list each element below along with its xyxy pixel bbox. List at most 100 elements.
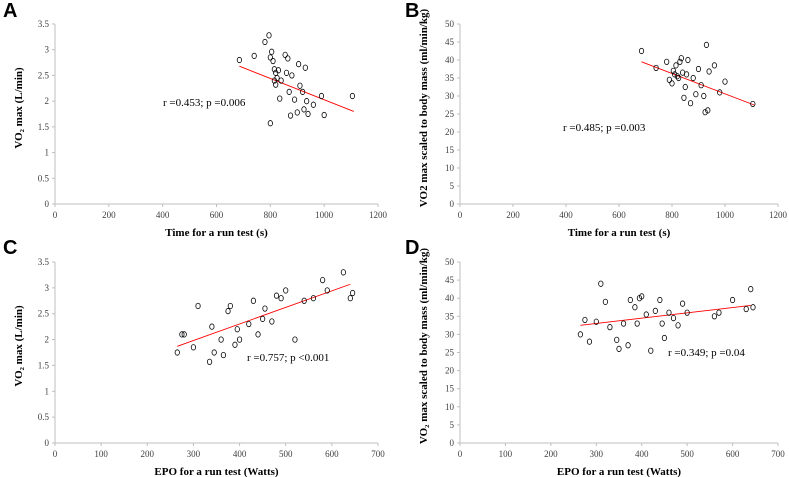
y-tick-label: 0.5 <box>38 173 50 183</box>
data-point <box>275 67 282 74</box>
data-point <box>682 83 688 91</box>
data-point <box>577 331 583 338</box>
y-tick-label: 20 <box>445 366 455 376</box>
y-tick-label: 2 <box>45 335 50 345</box>
data-point <box>282 51 288 58</box>
y-tick-label: 1.5 <box>38 360 50 370</box>
y-tick-label: 3.5 <box>38 19 50 29</box>
y-tick-label: 35 <box>445 73 455 83</box>
data-point <box>291 96 298 103</box>
data-point <box>310 101 316 108</box>
data-point <box>666 309 672 316</box>
data-point <box>225 308 231 315</box>
data-point <box>625 342 631 349</box>
x-tick-label: 500 <box>680 449 694 459</box>
data-point <box>586 338 593 345</box>
x-tick-label: 400 <box>156 210 170 220</box>
correlation-annotation: r =0.485; p =0.003 <box>563 122 646 134</box>
data-point <box>666 76 672 83</box>
y-tick-label: 5 <box>450 181 455 191</box>
x-tick-label: 200 <box>544 449 558 459</box>
data-point <box>289 72 295 79</box>
x-axis-label: Time for a run test (s) <box>165 227 268 239</box>
y-tick-label: 35 <box>445 311 455 321</box>
data-point <box>717 89 723 96</box>
panel-a: A 0 0.5 1 1.5 2 2.5 3 3.5 0 200 400 600 800 1000 1200 Ti… <box>3 0 388 239</box>
y-tick-label: 15 <box>445 384 455 394</box>
data-point <box>294 109 300 116</box>
y-tick-label: 10 <box>445 163 455 173</box>
data-point <box>273 81 279 88</box>
y-tick-label: 2 <box>45 96 50 106</box>
x-tick-label: 400 <box>559 210 573 220</box>
data-point <box>669 80 675 87</box>
x-axis-label: EPO for a run test (Watts) <box>154 466 278 477</box>
y-tick-label: 0 <box>450 199 455 209</box>
y-tick-label: 50 <box>445 257 455 267</box>
x-tick-label: 700 <box>371 449 385 459</box>
data-point <box>652 307 658 314</box>
data-point <box>227 302 233 310</box>
x-tick-label: 800 <box>665 210 679 220</box>
data-point <box>716 309 722 316</box>
data-point <box>190 344 197 351</box>
data-point <box>292 336 298 343</box>
data-point <box>675 322 681 329</box>
data-point <box>670 315 677 322</box>
data-point <box>209 323 215 330</box>
x-tick-label: 600 <box>210 210 224 220</box>
data-point <box>206 358 213 365</box>
data-point <box>269 318 275 325</box>
y-tick-label: 0 <box>450 438 455 448</box>
data-point <box>681 94 687 101</box>
x-tick-label: 1000 <box>315 210 334 220</box>
data-point <box>255 331 261 338</box>
data-point <box>262 38 268 46</box>
data-point <box>693 91 699 98</box>
data-point <box>706 68 712 75</box>
data-point <box>678 55 684 62</box>
data-point <box>266 32 272 39</box>
panel-b: B 0 5 10 15 20 25 30 35 40 45 50 0 200 400 600 800 1000 12… <box>405 0 788 239</box>
panel-c: C 0 0.5 1 1.5 2 2.5 3 3.5 0 100 200 300 400 500 600 700 E… <box>3 237 385 477</box>
y-tick-label: 1.5 <box>38 122 50 132</box>
data-point <box>659 320 665 327</box>
x-tick-label: 200 <box>506 210 520 220</box>
data-point <box>277 95 283 102</box>
data-point <box>250 297 257 304</box>
data-point <box>729 296 736 304</box>
data-point <box>310 295 316 302</box>
y-tick-label: 40 <box>445 55 455 65</box>
data-point <box>270 57 276 65</box>
data-point <box>607 324 613 331</box>
y-tick-label: 10 <box>445 402 455 412</box>
correlation-annotation: r =0.453; p =0.006 <box>163 97 246 109</box>
data-point <box>677 58 683 65</box>
data-point <box>620 320 627 327</box>
data-point <box>218 336 224 343</box>
correlation-annotation: r =0.349; p =0.04 <box>668 347 745 359</box>
data-point <box>320 276 326 284</box>
data-point <box>269 48 275 55</box>
data-point <box>648 347 654 354</box>
data-point <box>181 331 187 338</box>
data-point <box>211 349 217 356</box>
y-tick-label: 5 <box>450 420 455 430</box>
data-point <box>705 107 711 114</box>
data-point <box>676 74 682 82</box>
y-axis-label: VO₂ max (L/min) <box>13 305 25 387</box>
y-tick-label: 25 <box>445 109 455 119</box>
data-point <box>286 88 292 95</box>
trendline <box>580 304 751 326</box>
data-point <box>340 269 346 276</box>
data-point <box>627 296 633 304</box>
trendline <box>177 283 351 347</box>
x-tick-label: 0 <box>53 449 58 459</box>
y-tick-label: 45 <box>445 275 455 285</box>
data-point <box>285 55 291 62</box>
panel-letter: C <box>3 237 17 259</box>
data-point <box>593 318 599 325</box>
data-point <box>274 74 280 82</box>
data-point <box>672 71 678 78</box>
data-point <box>273 292 280 299</box>
